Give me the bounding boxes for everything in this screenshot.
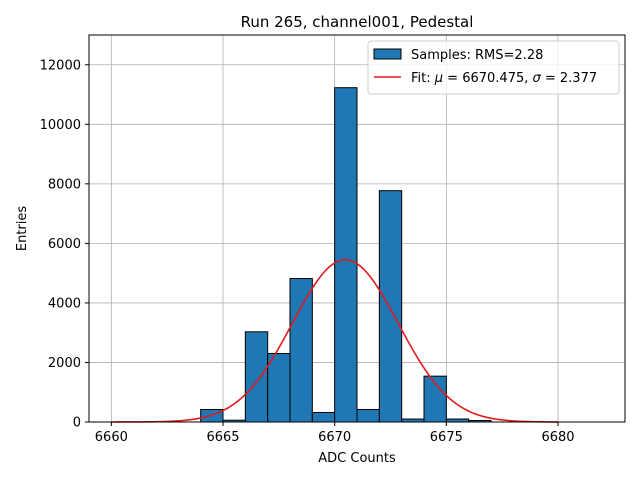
y-tick-label-2: 4000 bbox=[48, 296, 81, 311]
y-tick-label-0: 0 bbox=[73, 416, 81, 431]
plot-frame bbox=[88, 34, 626, 423]
histogram-bar-8 bbox=[378, 190, 403, 423]
histogram-bar-6 bbox=[334, 87, 358, 423]
legend: Samples: RMS=2.28 Fit: μ = 6670.475, σ =… bbox=[367, 40, 620, 95]
x-axis-label: ADC Counts bbox=[318, 451, 396, 466]
y-tick-label-3: 6000 bbox=[48, 237, 81, 252]
x-tick-label-1: 6665 bbox=[206, 430, 239, 445]
y-axis-label: Entries bbox=[15, 206, 30, 252]
histogram-bar-3 bbox=[267, 353, 291, 423]
y-tick-label-6: 12000 bbox=[40, 58, 81, 73]
x-tick-label-4: 6680 bbox=[541, 430, 574, 445]
histogram-bars bbox=[200, 87, 492, 423]
legend-label-fit: Fit: μ = 6670.475, σ = 2.377 bbox=[411, 71, 597, 86]
x-tick-label-0: 6660 bbox=[95, 430, 128, 445]
histogram-bar-7 bbox=[356, 408, 380, 423]
legend-box bbox=[367, 40, 620, 95]
legend-label-samples: Samples: RMS=2.28 bbox=[411, 48, 543, 63]
histogram-bar-5 bbox=[311, 411, 336, 423]
y-tick-label-4: 8000 bbox=[48, 177, 81, 192]
y-axis-ticks: 0 2000 4000 6000 8000 10000 12000 bbox=[40, 58, 89, 431]
x-tick-label-3: 6675 bbox=[430, 430, 463, 445]
x-axis-ticks: 6660 6665 6670 6675 6680 bbox=[95, 422, 575, 445]
y-tick-label-5: 10000 bbox=[40, 118, 81, 133]
x-tick-label-2: 6670 bbox=[318, 430, 351, 445]
histogram-bar-4 bbox=[289, 278, 313, 423]
histogram-bar-2 bbox=[244, 331, 269, 423]
chart-title: Run 265, channel001, Pedestal bbox=[241, 13, 474, 31]
gaussian-fit-line bbox=[111, 258, 559, 423]
y-tick-label-1: 2000 bbox=[48, 356, 81, 371]
legend-swatch-samples bbox=[373, 48, 402, 60]
